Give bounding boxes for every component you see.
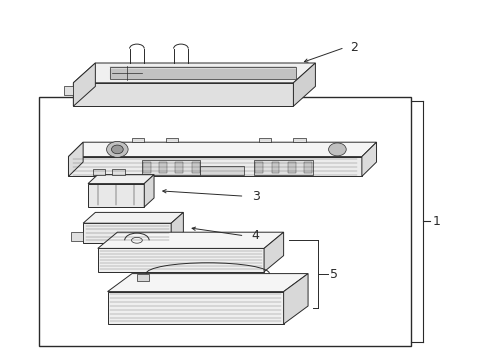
Bar — [175, 162, 183, 173]
Bar — [159, 162, 166, 173]
Polygon shape — [283, 274, 307, 324]
Bar — [142, 160, 200, 175]
Bar — [83, 223, 171, 243]
Text: 4: 4 — [251, 229, 259, 242]
Text: 1: 1 — [432, 215, 440, 228]
Bar — [71, 232, 83, 241]
Bar — [166, 138, 178, 142]
Bar — [39, 97, 410, 346]
Polygon shape — [73, 63, 95, 106]
Bar — [271, 162, 279, 173]
Bar — [287, 162, 295, 173]
Bar — [259, 138, 271, 142]
Polygon shape — [361, 142, 376, 176]
Polygon shape — [98, 232, 283, 248]
Text: 5: 5 — [329, 267, 337, 280]
Bar — [255, 162, 263, 173]
Bar — [293, 138, 305, 142]
Bar — [107, 292, 283, 324]
Polygon shape — [68, 142, 83, 176]
Polygon shape — [144, 175, 154, 207]
Bar — [254, 160, 312, 175]
Bar — [88, 184, 144, 207]
Polygon shape — [110, 67, 295, 79]
Bar — [98, 248, 264, 272]
Polygon shape — [73, 83, 293, 106]
Text: 3: 3 — [251, 190, 259, 203]
Bar — [93, 169, 105, 175]
Bar — [304, 162, 311, 173]
Polygon shape — [83, 212, 183, 223]
Polygon shape — [171, 212, 183, 243]
Circle shape — [106, 141, 128, 157]
Bar — [142, 162, 150, 173]
Bar — [191, 162, 199, 173]
Circle shape — [111, 145, 123, 154]
Polygon shape — [68, 157, 361, 176]
Bar — [137, 274, 149, 281]
Polygon shape — [88, 175, 154, 184]
Polygon shape — [73, 63, 315, 83]
Bar — [112, 169, 124, 175]
Polygon shape — [63, 86, 73, 95]
Polygon shape — [68, 142, 376, 157]
Bar — [132, 138, 144, 142]
Polygon shape — [264, 232, 283, 272]
Circle shape — [328, 143, 346, 156]
Text: 2: 2 — [349, 41, 357, 54]
Bar — [200, 166, 244, 175]
Polygon shape — [107, 274, 307, 292]
Polygon shape — [293, 63, 315, 106]
